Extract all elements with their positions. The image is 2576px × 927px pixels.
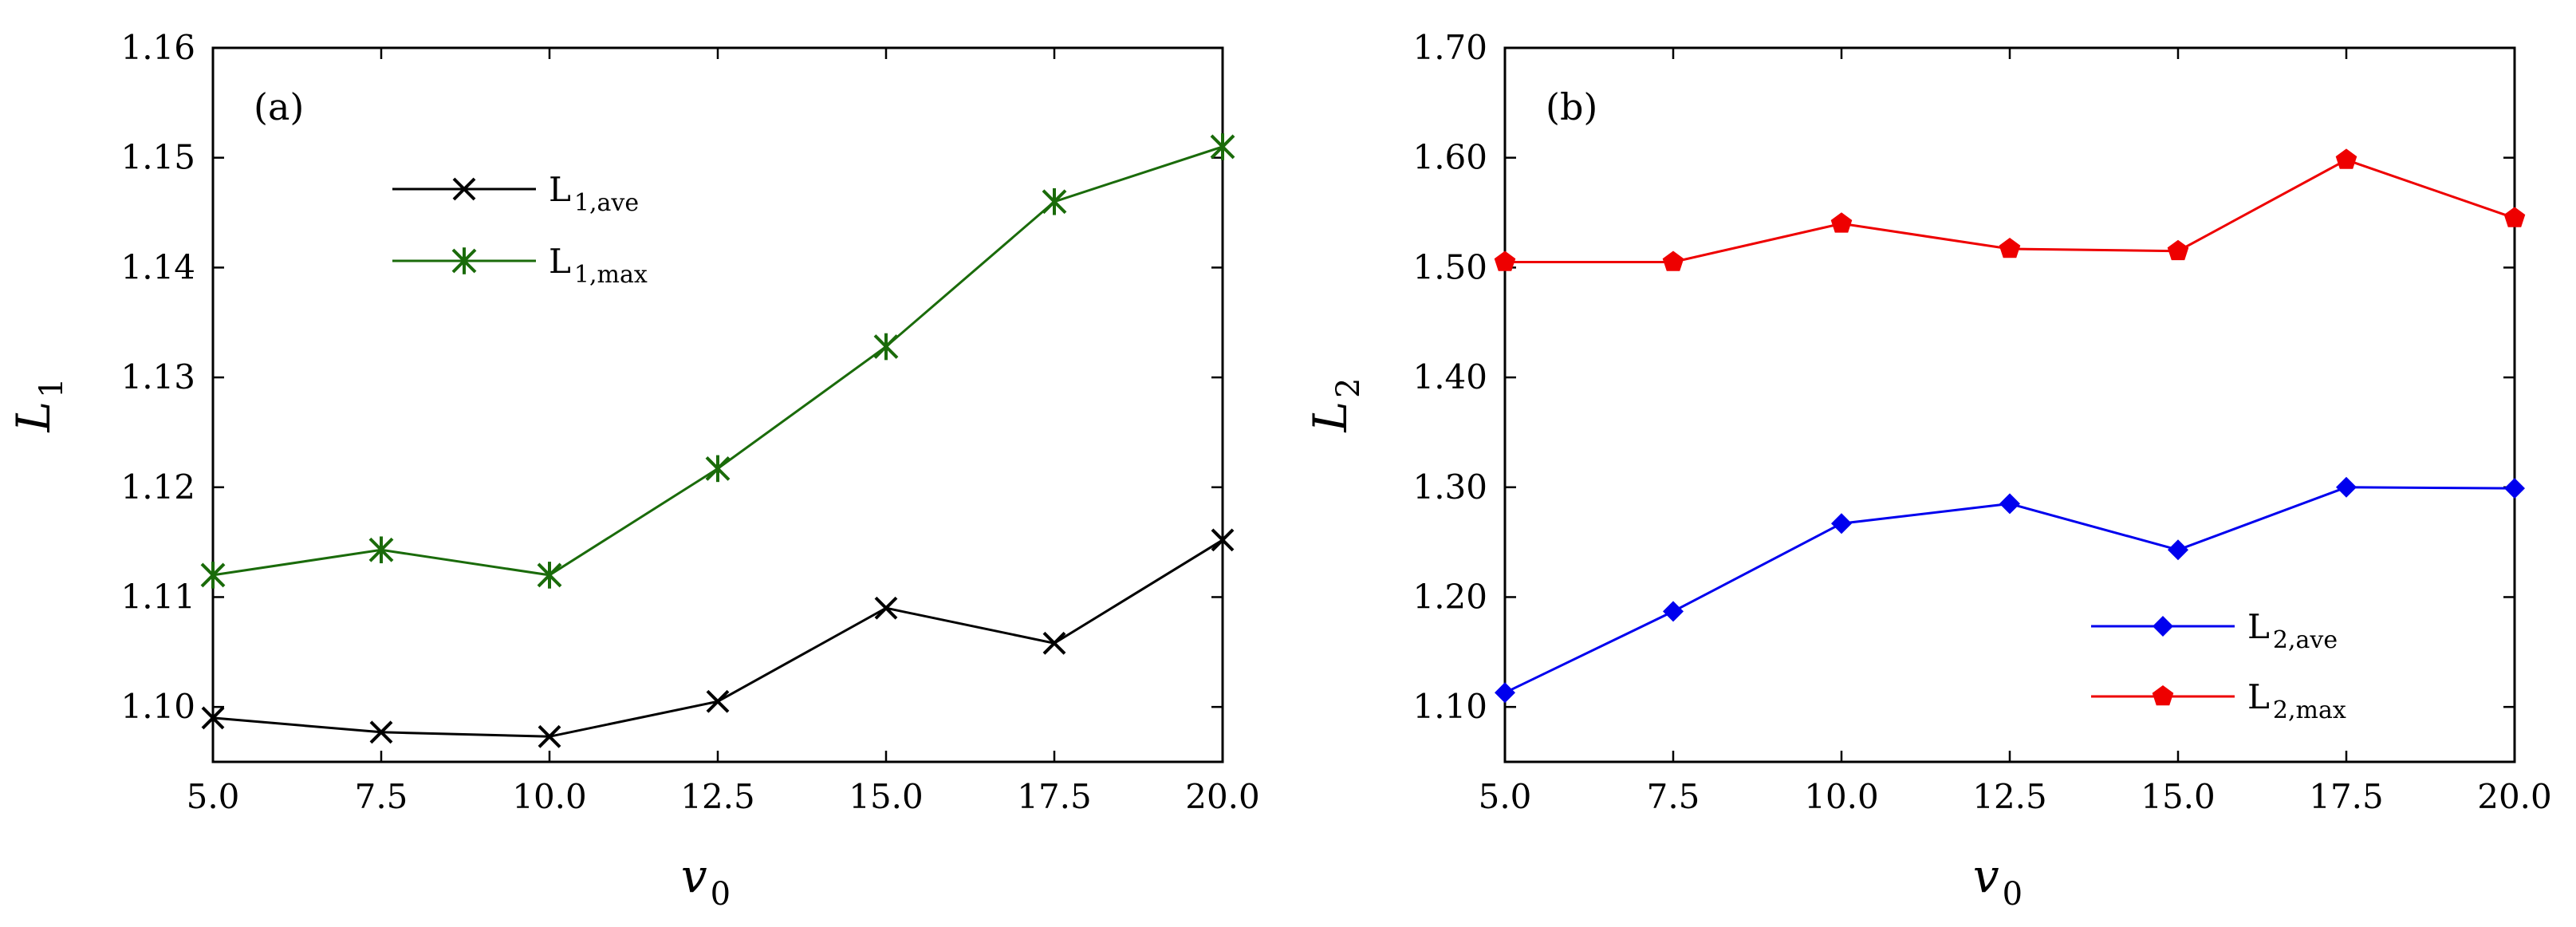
x-axis-title-a-main: v bbox=[681, 849, 707, 903]
x-tick-label-b: 10.0 bbox=[1804, 777, 1879, 816]
data-point-a-0 bbox=[1211, 528, 1235, 552]
data-point-b-0 bbox=[2336, 476, 2357, 498]
legend-label-a-1-main: L bbox=[549, 242, 571, 281]
y-tick-label-a: 1.12 bbox=[120, 467, 195, 507]
x-tick-label-a: 5.0 bbox=[187, 777, 240, 816]
x-tick-label-a: 15.0 bbox=[849, 777, 924, 816]
legend-label-sub-a-1: 1,max bbox=[574, 261, 648, 289]
panel-label-b: (b) bbox=[1546, 85, 1597, 128]
data-point-a-0 bbox=[201, 706, 225, 730]
data-point-a-0 bbox=[874, 596, 898, 620]
data-point-a-1 bbox=[368, 536, 394, 564]
legend-marker-a-0 bbox=[452, 177, 476, 201]
y-axis-title-sub-a: 1 bbox=[33, 378, 70, 398]
y-axis-title-b-main: L bbox=[1303, 401, 1357, 433]
x-tick-label-a: 7.5 bbox=[355, 777, 408, 816]
plot-frame-b bbox=[1503, 46, 2516, 763]
y-axis-title-a-main: L bbox=[6, 401, 61, 433]
x-axis-title-sub-a: 0 bbox=[711, 876, 731, 913]
x-axis-title-b-main: v bbox=[1973, 849, 1999, 903]
legend-label-sub-b-1: 2,max bbox=[2273, 696, 2346, 724]
plot-frame-a bbox=[211, 46, 1224, 763]
series-line-a-1 bbox=[212, 145, 1223, 577]
data-point-b-1 bbox=[2335, 148, 2357, 169]
data-point-b-0 bbox=[1663, 601, 1684, 622]
data-point-b-0 bbox=[1999, 493, 2020, 515]
y-axis-title-a: L1 bbox=[6, 378, 70, 433]
x-tick-label-a: 12.5 bbox=[680, 777, 755, 816]
data-point-a-1 bbox=[537, 562, 562, 589]
x-tick-label-a: 10.0 bbox=[512, 777, 587, 816]
y-tick-label-a: 1.11 bbox=[120, 577, 195, 616]
data-point-a-0 bbox=[706, 689, 730, 713]
data-point-b-0 bbox=[2504, 478, 2525, 499]
y-tick-label-a: 1.14 bbox=[120, 247, 195, 286]
data-point-b-1 bbox=[1999, 238, 2021, 258]
legend-label-a-0: L 1,ave bbox=[549, 170, 639, 217]
y-tick-label-a: 1.16 bbox=[120, 28, 195, 67]
x-tick-label-a: 17.5 bbox=[1017, 777, 1092, 816]
data-point-a-1 bbox=[705, 455, 731, 483]
y-axis-title-b: L2 bbox=[1303, 378, 1367, 433]
data-point-b-1 bbox=[1494, 250, 1516, 271]
y-tick-label-b: 1.70 bbox=[1412, 28, 1487, 67]
data-point-a-0 bbox=[369, 720, 393, 744]
legend-label-b-1: L 2,max bbox=[2247, 677, 2346, 724]
chart-panel-b: 5.0 7.5 10.0 12.5 15.0 17.5 20.0 1.10 1.20 1.30 1.… bbox=[1303, 28, 2552, 913]
legend-marker-a-1 bbox=[451, 247, 477, 274]
legend-marker-b-0 bbox=[2153, 616, 2173, 637]
x-tick-label-b: 12.5 bbox=[1972, 777, 2047, 816]
series-line-b-0 bbox=[1504, 486, 2515, 694]
chart-panel-a: 5.0 7.5 10.0 12.5 15.0 17.5 20.0 1.10 1.11 1.12 1.… bbox=[6, 28, 1260, 913]
x-tick-label-b: 15.0 bbox=[2141, 777, 2216, 816]
y-tick-label-b: 1.60 bbox=[1412, 138, 1487, 177]
data-point-a-0 bbox=[538, 724, 561, 748]
x-tick-label-b: 7.5 bbox=[1647, 777, 1700, 816]
data-point-b-1 bbox=[2167, 239, 2189, 261]
x-tick-label-b: 20.0 bbox=[2477, 777, 2552, 816]
legend-label-a-1: L 1,max bbox=[549, 242, 648, 289]
legend-label-b-1-main: L bbox=[2247, 677, 2270, 716]
y-tick-label-b: 1.10 bbox=[1412, 687, 1487, 726]
legend-label-b-0-main: L bbox=[2247, 607, 2270, 646]
series-line-a-0 bbox=[212, 538, 1223, 738]
data-point-b-1 bbox=[1662, 250, 1684, 271]
x-tick-label-b: 17.5 bbox=[2309, 777, 2384, 816]
legend-label-sub-a-0: 1,ave bbox=[574, 189, 639, 217]
data-point-b-1 bbox=[1830, 212, 1853, 233]
data-point-b-0 bbox=[2168, 539, 2188, 561]
x-axis-title-sub-b: 0 bbox=[2003, 876, 2023, 913]
y-tick-label-b: 1.30 bbox=[1412, 467, 1487, 507]
y-tick-label-a: 1.15 bbox=[120, 138, 195, 177]
y-tick-label-a: 1.10 bbox=[120, 687, 195, 726]
data-point-b-1 bbox=[2503, 207, 2526, 227]
legend-marker-b-1 bbox=[2152, 685, 2174, 706]
legend-label-sub-b-0: 2,ave bbox=[2273, 626, 2338, 654]
y-tick-label-b: 1.40 bbox=[1412, 357, 1487, 396]
y-axis-title-sub-b: 2 bbox=[1330, 378, 1367, 398]
data-point-a-0 bbox=[1042, 631, 1066, 655]
panel-label-a: (a) bbox=[254, 85, 304, 128]
y-tick-label-b: 1.20 bbox=[1412, 577, 1487, 616]
data-point-a-1 bbox=[1042, 187, 1067, 215]
data-point-a-1 bbox=[873, 333, 899, 361]
legend-label-a-0-main: L bbox=[549, 170, 571, 209]
data-point-a-1 bbox=[200, 562, 226, 589]
y-tick-label-a: 1.13 bbox=[120, 357, 195, 396]
data-point-a-1 bbox=[1210, 133, 1235, 160]
data-point-b-0 bbox=[1495, 682, 1515, 704]
data-point-b-0 bbox=[1831, 513, 1852, 535]
x-tick-label-b: 5.0 bbox=[1479, 777, 1532, 816]
y-tick-label-b: 1.50 bbox=[1412, 247, 1487, 286]
legend-label-b-0: L 2,ave bbox=[2247, 607, 2338, 654]
x-tick-label-a: 20.0 bbox=[1185, 777, 1260, 816]
